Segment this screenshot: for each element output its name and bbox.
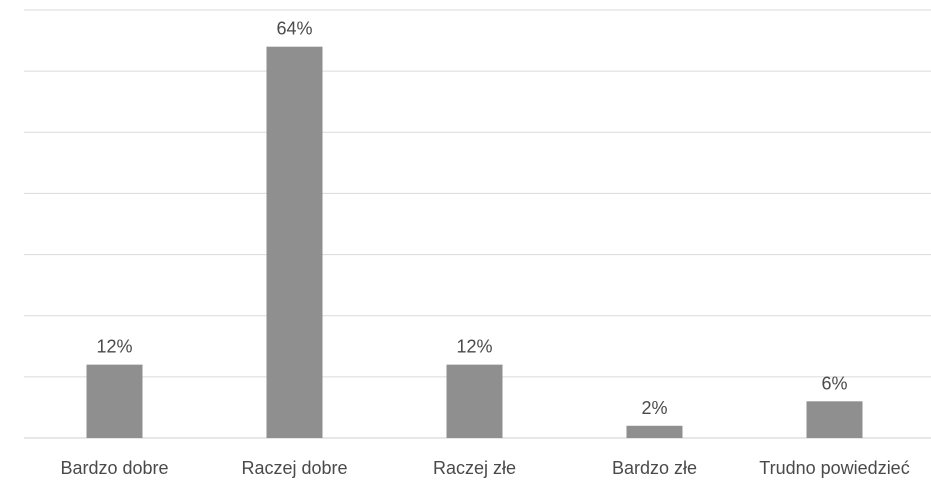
bar [86,364,143,438]
data-label: 12% [96,337,132,357]
data-labels: 12% 64% 12% 2% 6% [96,19,847,418]
category-label: Raczej dobre [241,458,347,478]
gridlines [24,9,931,439]
data-label: 6% [821,373,847,393]
data-label: 12% [456,337,492,357]
data-label: 64% [276,19,312,39]
bar [626,425,683,438]
category-label: Bardzo złe [612,458,697,478]
category-label: Trudno powiedzieć [759,458,909,478]
bars [86,46,863,438]
category-labels: Bardzo dobre Raczej dobre Raczej złe Bardzo… [60,458,909,478]
bar [266,46,323,438]
category-label: Raczej złe [433,458,516,478]
data-label: 2% [641,398,667,418]
bar [446,364,503,438]
bar [806,401,863,438]
category-label: Bardzo dobre [60,458,168,478]
